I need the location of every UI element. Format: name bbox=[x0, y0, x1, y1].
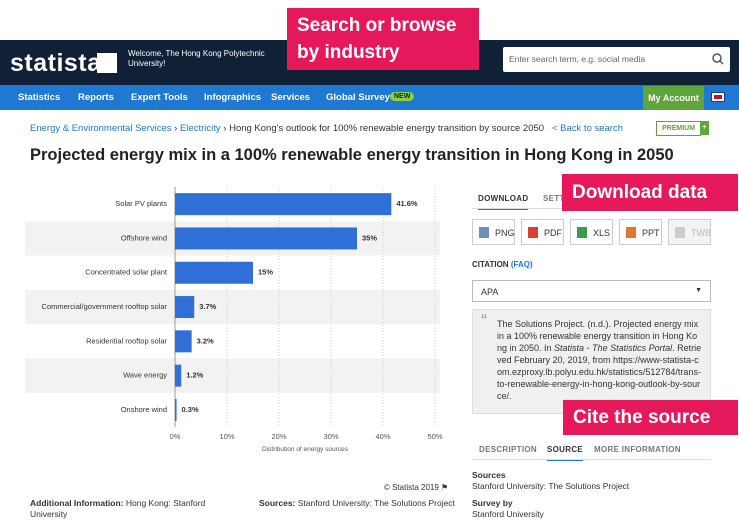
nav-item[interactable]: Services bbox=[271, 92, 311, 103]
value-label: 15% bbox=[258, 268, 273, 277]
breadcrumb: Energy & Environmental Services › Electr… bbox=[30, 123, 624, 134]
new-badge: NEW bbox=[390, 92, 415, 101]
logo[interactable]: statista bbox=[10, 49, 102, 77]
citation-style-select[interactable]: APA bbox=[472, 280, 711, 302]
x-tick-label: 30% bbox=[323, 432, 338, 441]
callout: Cite the source bbox=[563, 400, 738, 435]
bar bbox=[175, 227, 357, 250]
nav-item[interactable]: Statistics bbox=[18, 92, 61, 103]
language-flag[interactable] bbox=[711, 92, 725, 102]
account-button[interactable]: My Account bbox=[643, 86, 704, 110]
button-label: XLS bbox=[593, 228, 611, 238]
back-link[interactable]: < Back to search bbox=[551, 123, 624, 134]
breadcrumb-link[interactable]: Electricity bbox=[179, 123, 221, 134]
tab[interactable]: DOWNLOAD bbox=[478, 194, 529, 210]
search-icon[interactable] bbox=[712, 53, 724, 65]
callout: Search or browse by industry bbox=[287, 8, 479, 70]
additional-value: Hong Kong: Stanford University bbox=[30, 498, 206, 519]
x-tick-label: 50% bbox=[427, 432, 442, 441]
nav-item[interactable]: Global Survey bbox=[326, 92, 390, 103]
x-tick-label: 40% bbox=[375, 432, 390, 441]
premium-badge[interactable]: PREMIUM bbox=[656, 121, 710, 136]
search-placeholder: Enter search term, e.g. social media bbox=[509, 54, 646, 64]
tab[interactable]: SOURCE bbox=[547, 445, 584, 461]
y-tick-label: Residential rooftop solar bbox=[86, 336, 167, 345]
row-band bbox=[25, 358, 440, 393]
download-button[interactable]: PDF bbox=[521, 219, 564, 245]
footer-sources-value: Stanford University: The Solutions Proje… bbox=[297, 498, 455, 508]
breadcrumb-current: Hong Kong's outlook for 100% renewable e… bbox=[229, 123, 545, 134]
bar bbox=[175, 261, 253, 284]
nav-bar bbox=[0, 85, 739, 110]
citation-box: The Solutions Project. (n.d.). Projected… bbox=[472, 309, 711, 414]
value-label: 1.2% bbox=[186, 371, 203, 380]
y-tick-label: Solar PV plants bbox=[115, 199, 167, 208]
bar bbox=[175, 330, 192, 353]
select-value: APA bbox=[481, 287, 499, 297]
search-box[interactable]: Enter search term, e.g. social media bbox=[503, 47, 730, 72]
citation-text: The Solutions Project. (n.d.). Projected… bbox=[497, 319, 699, 353]
logo-icon[interactable] bbox=[97, 53, 117, 73]
citation-heading: CITATION bbox=[472, 260, 509, 269]
citation-text: . Retrieved February 20, 2019, from http… bbox=[497, 343, 702, 401]
tab[interactable]: DESCRIPTION bbox=[479, 445, 537, 454]
footer-sources-label: Sources: bbox=[259, 498, 296, 508]
tab[interactable]: MORE INFORMATION bbox=[594, 445, 681, 454]
download-button[interactable]: PPT bbox=[619, 219, 662, 245]
button-label: PPT bbox=[642, 228, 660, 238]
welcome-text: Welcome, The Hong Kong Polytechnic Unive… bbox=[128, 49, 265, 68]
x-axis-label: Distribution of energy sources bbox=[262, 446, 349, 453]
citation-label: CITATION (FAQ) bbox=[472, 260, 533, 269]
bar bbox=[175, 193, 392, 216]
y-tick-label: Onshore wind bbox=[121, 405, 167, 414]
x-tick-label: 20% bbox=[271, 432, 286, 441]
row-band bbox=[25, 289, 440, 325]
download-button: TWB bbox=[668, 219, 711, 245]
y-tick-label: Offshore wind bbox=[121, 233, 167, 242]
x-tick-label: 0% bbox=[170, 432, 181, 441]
nav-item[interactable]: Expert Tools bbox=[131, 92, 188, 103]
button-label: PDF bbox=[544, 228, 562, 238]
tab-divider bbox=[472, 459, 711, 460]
additional-info: Additional Information: Hong Kong: Stanf… bbox=[30, 498, 230, 520]
additional-label: Additional Information: bbox=[30, 498, 124, 508]
bar bbox=[175, 296, 195, 319]
nav-item[interactable]: Reports bbox=[78, 92, 114, 103]
breadcrumb-link[interactable]: Energy & Environmental Services bbox=[30, 123, 172, 134]
survey-label: Survey by bbox=[472, 498, 513, 508]
callout: Download data bbox=[562, 174, 738, 211]
nav-item[interactable]: Infographics bbox=[204, 92, 262, 103]
x-tick-label: 10% bbox=[219, 432, 234, 441]
page-title: Projected energy mix in a 100% renewable… bbox=[30, 146, 674, 164]
button-label: PNG bbox=[495, 228, 515, 238]
value-label: 0.3% bbox=[182, 405, 199, 414]
y-tick-label: Commercial/government rooftop solar bbox=[42, 302, 168, 311]
download-button[interactable]: XLS bbox=[570, 219, 613, 245]
sources-value: Stanford University: The Solutions Proje… bbox=[472, 481, 630, 491]
copyright-text: © Statista 2019 bbox=[384, 483, 439, 492]
citation-italic: Statista - The Statistics Portal bbox=[554, 343, 673, 353]
button-label: TWB bbox=[691, 228, 711, 238]
value-label: 41.6% bbox=[396, 199, 418, 208]
y-tick-label: Concentrated solar plant bbox=[85, 268, 168, 277]
copyright: © Statista 2019 ⚑ bbox=[384, 483, 449, 492]
bar bbox=[175, 398, 177, 421]
bar bbox=[175, 364, 182, 387]
footer-sources: Sources: Stanford University: The Soluti… bbox=[259, 498, 455, 508]
chart: 0% 10% 20% 30% 40% 50% Distribution of energy … bbox=[25, 187, 443, 453]
sources-label: Sources bbox=[472, 470, 506, 480]
faq-link[interactable]: (FAQ) bbox=[510, 260, 533, 269]
value-label: 3.2% bbox=[197, 336, 214, 345]
survey-value: Stanford University bbox=[472, 509, 544, 519]
value-label: 3.7% bbox=[199, 302, 216, 311]
y-tick-label: Wave energy bbox=[123, 371, 167, 380]
value-label: 35% bbox=[362, 233, 377, 242]
download-button[interactable]: PNG bbox=[472, 219, 515, 245]
